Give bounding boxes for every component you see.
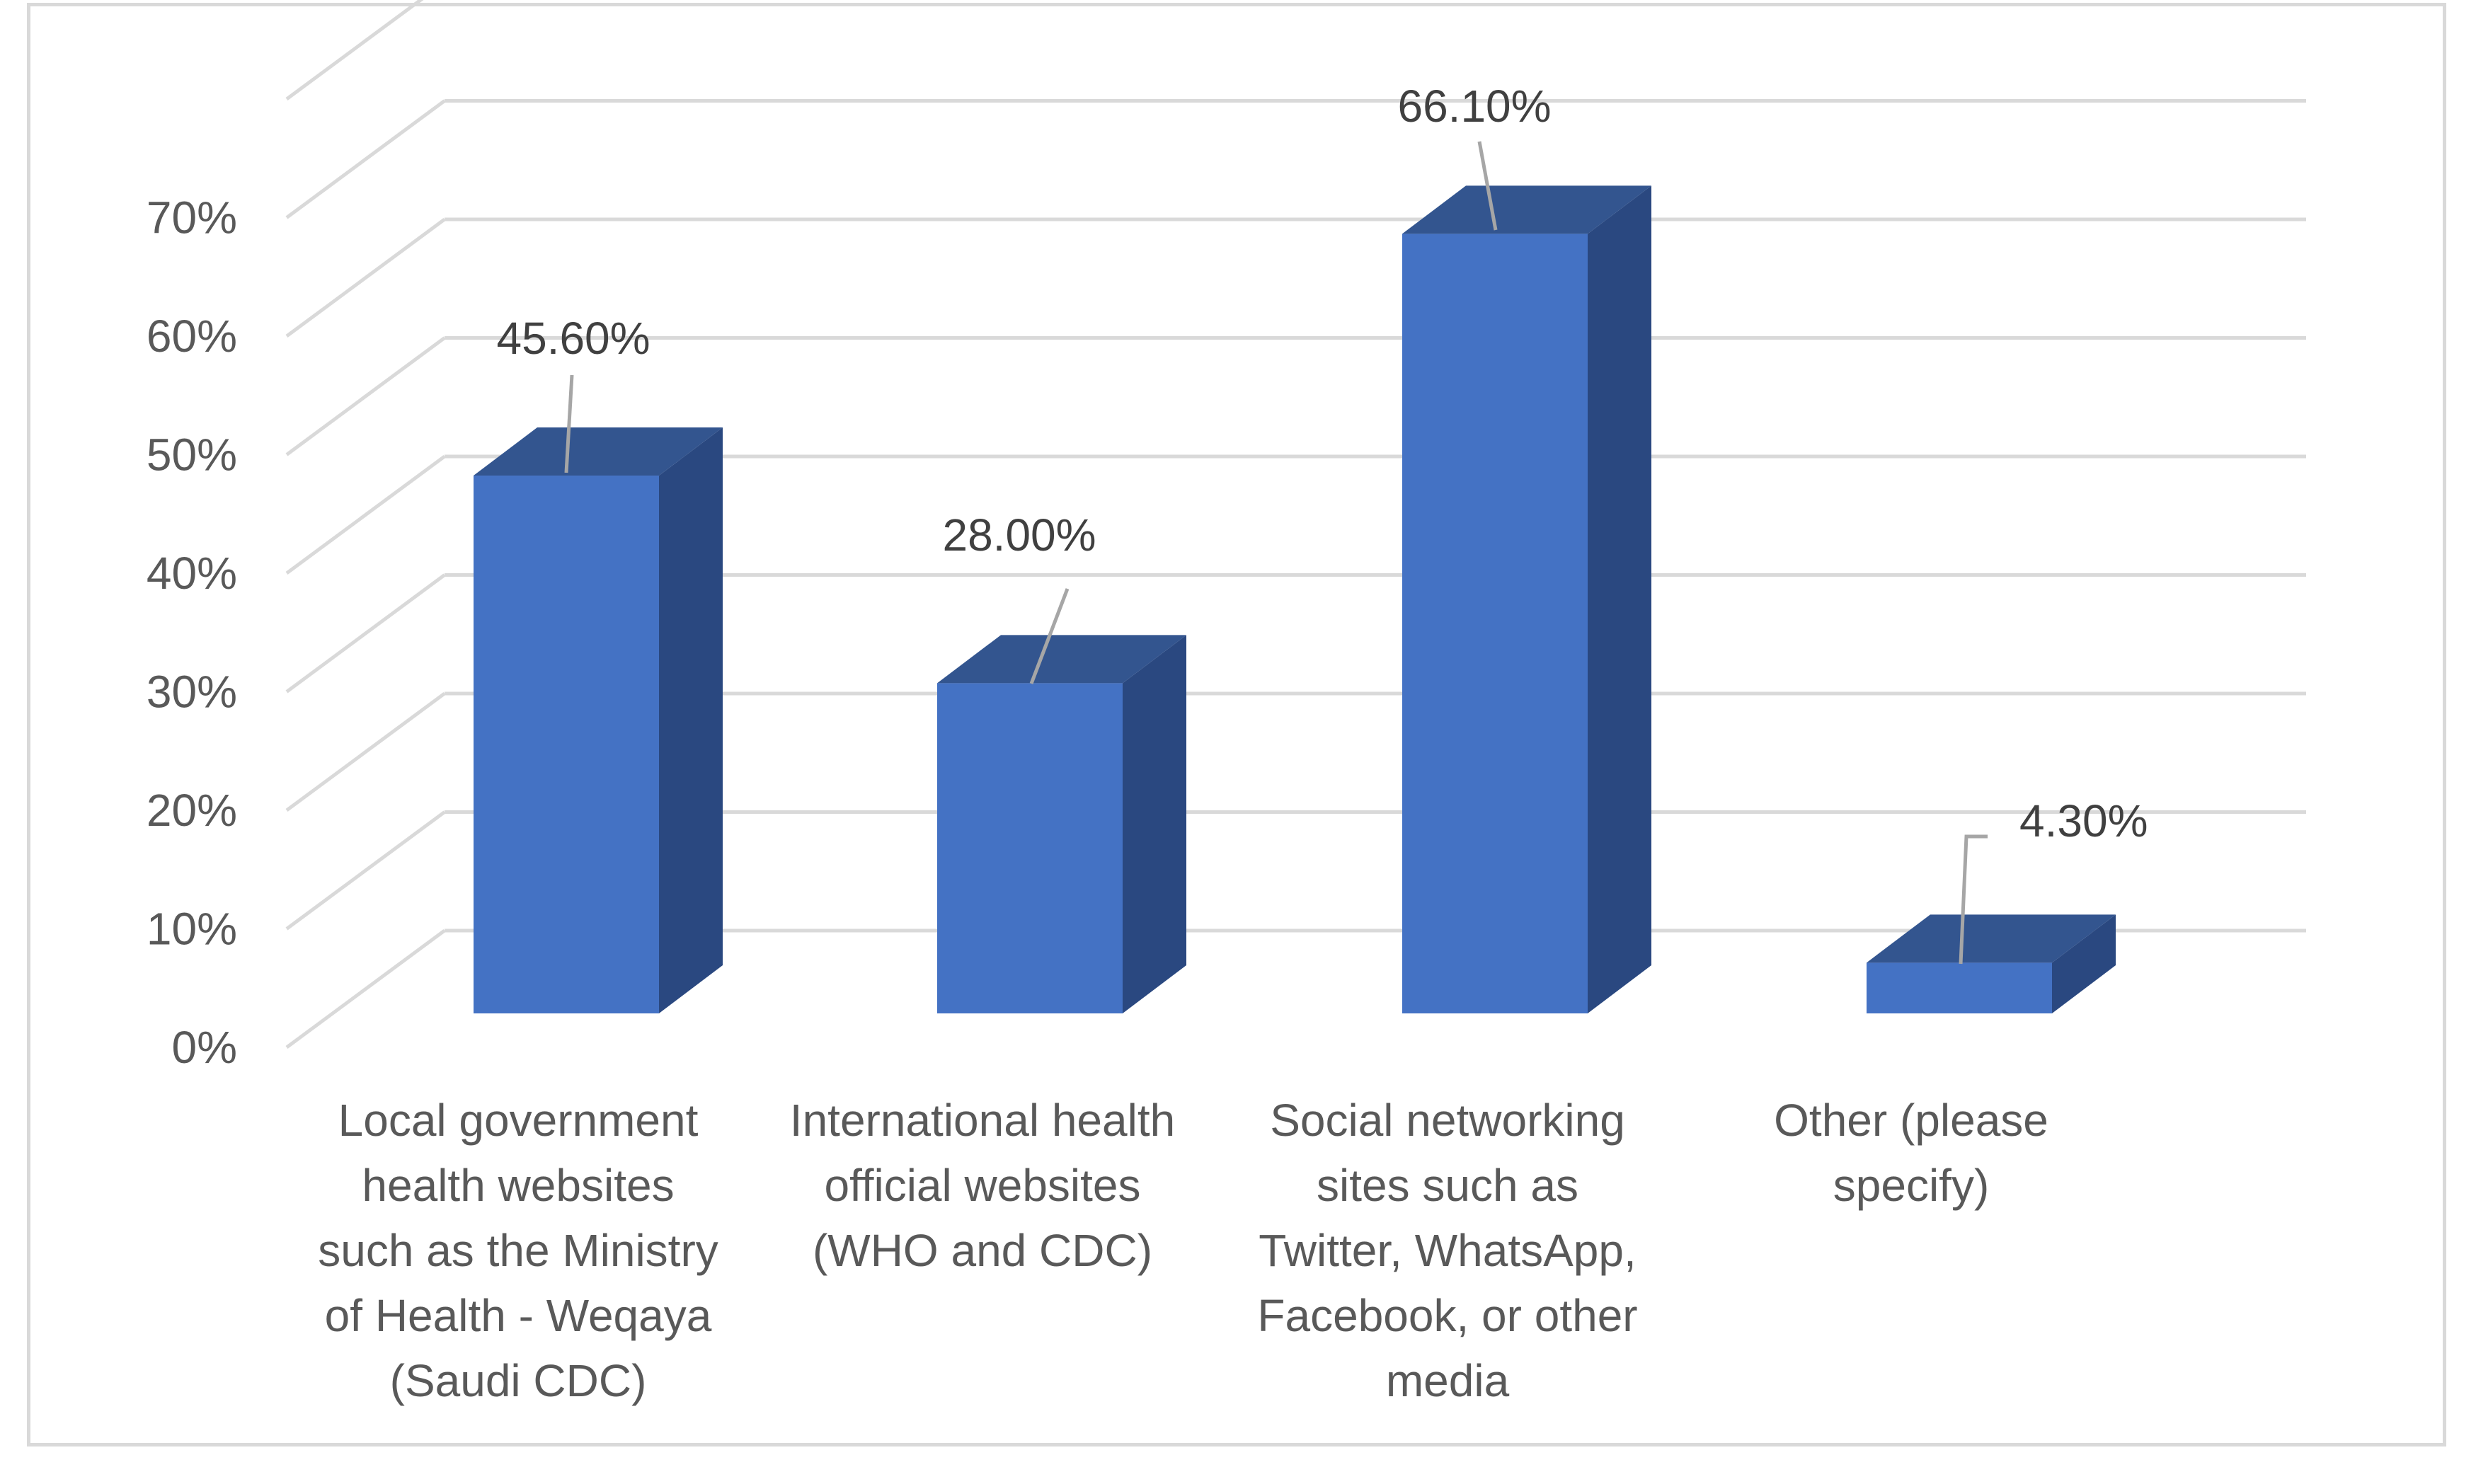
data-label-leader xyxy=(1959,834,1988,965)
y-tick-label: 60% xyxy=(147,311,237,362)
y-tick-label: 20% xyxy=(147,785,237,836)
gridline-side xyxy=(285,336,446,456)
x-category-label: Social networking xyxy=(1270,1095,1625,1146)
bar-side xyxy=(1123,635,1186,1013)
data-label: 45.60% xyxy=(496,313,650,364)
x-category-label: of Health - Weqaya xyxy=(325,1290,712,1341)
y-tick-label: 30% xyxy=(147,667,237,718)
gridline-side xyxy=(285,217,446,338)
gridline-side xyxy=(285,928,446,1049)
x-category-label: Facebook, or other xyxy=(1257,1290,1637,1341)
data-label-leader xyxy=(1029,588,1070,684)
x-category-label: Twitter, WhatsApp, xyxy=(1259,1225,1637,1276)
gridline-side xyxy=(285,573,446,694)
bar-side xyxy=(659,427,723,1013)
x-category-label: Local government xyxy=(338,1095,699,1146)
x-category-label: sites such as xyxy=(1317,1160,1578,1211)
y-tick-label: 10% xyxy=(147,904,237,955)
x-category-label: health websites xyxy=(362,1160,674,1211)
data-label: 4.30% xyxy=(2019,795,2148,846)
gridline-side xyxy=(285,691,446,812)
x-category-label: specify) xyxy=(1833,1160,1990,1211)
x-category-label: (WHO and CDC) xyxy=(813,1225,1152,1276)
bar xyxy=(1402,234,1588,1014)
x-category-label: such as the Ministry xyxy=(318,1225,718,1276)
chart-frame xyxy=(27,3,2446,1446)
bar-top xyxy=(1402,185,1651,234)
data-label-leader xyxy=(564,374,574,473)
bar-top xyxy=(474,427,723,476)
bar-top xyxy=(1867,914,2116,963)
x-category-label: Other (please xyxy=(1774,1095,2048,1146)
gridline-side xyxy=(285,99,446,219)
y-tick-label: 70% xyxy=(147,192,237,243)
bar xyxy=(1867,962,2052,1013)
x-category-label: official websites xyxy=(824,1160,1140,1211)
gridline-side xyxy=(285,454,446,575)
bar-side xyxy=(1588,185,1651,1014)
y-tick-label: 40% xyxy=(147,548,237,599)
data-label-leader xyxy=(1477,141,1498,231)
gridline-side xyxy=(285,0,424,101)
y-tick-label: 0% xyxy=(172,1022,238,1073)
x-category-label: International health xyxy=(790,1095,1175,1146)
bar-top xyxy=(937,635,1186,684)
gridline-side xyxy=(285,810,446,931)
x-category-label: media xyxy=(1386,1355,1510,1406)
bar-side xyxy=(2052,914,2116,1013)
data-label: 28.00% xyxy=(942,510,1096,560)
bar xyxy=(937,683,1123,1013)
x-category-label: (Saudi CDC) xyxy=(390,1355,647,1406)
y-tick-label: 50% xyxy=(147,430,237,481)
data-label: 66.10% xyxy=(1397,81,1551,132)
bar xyxy=(474,476,659,1013)
